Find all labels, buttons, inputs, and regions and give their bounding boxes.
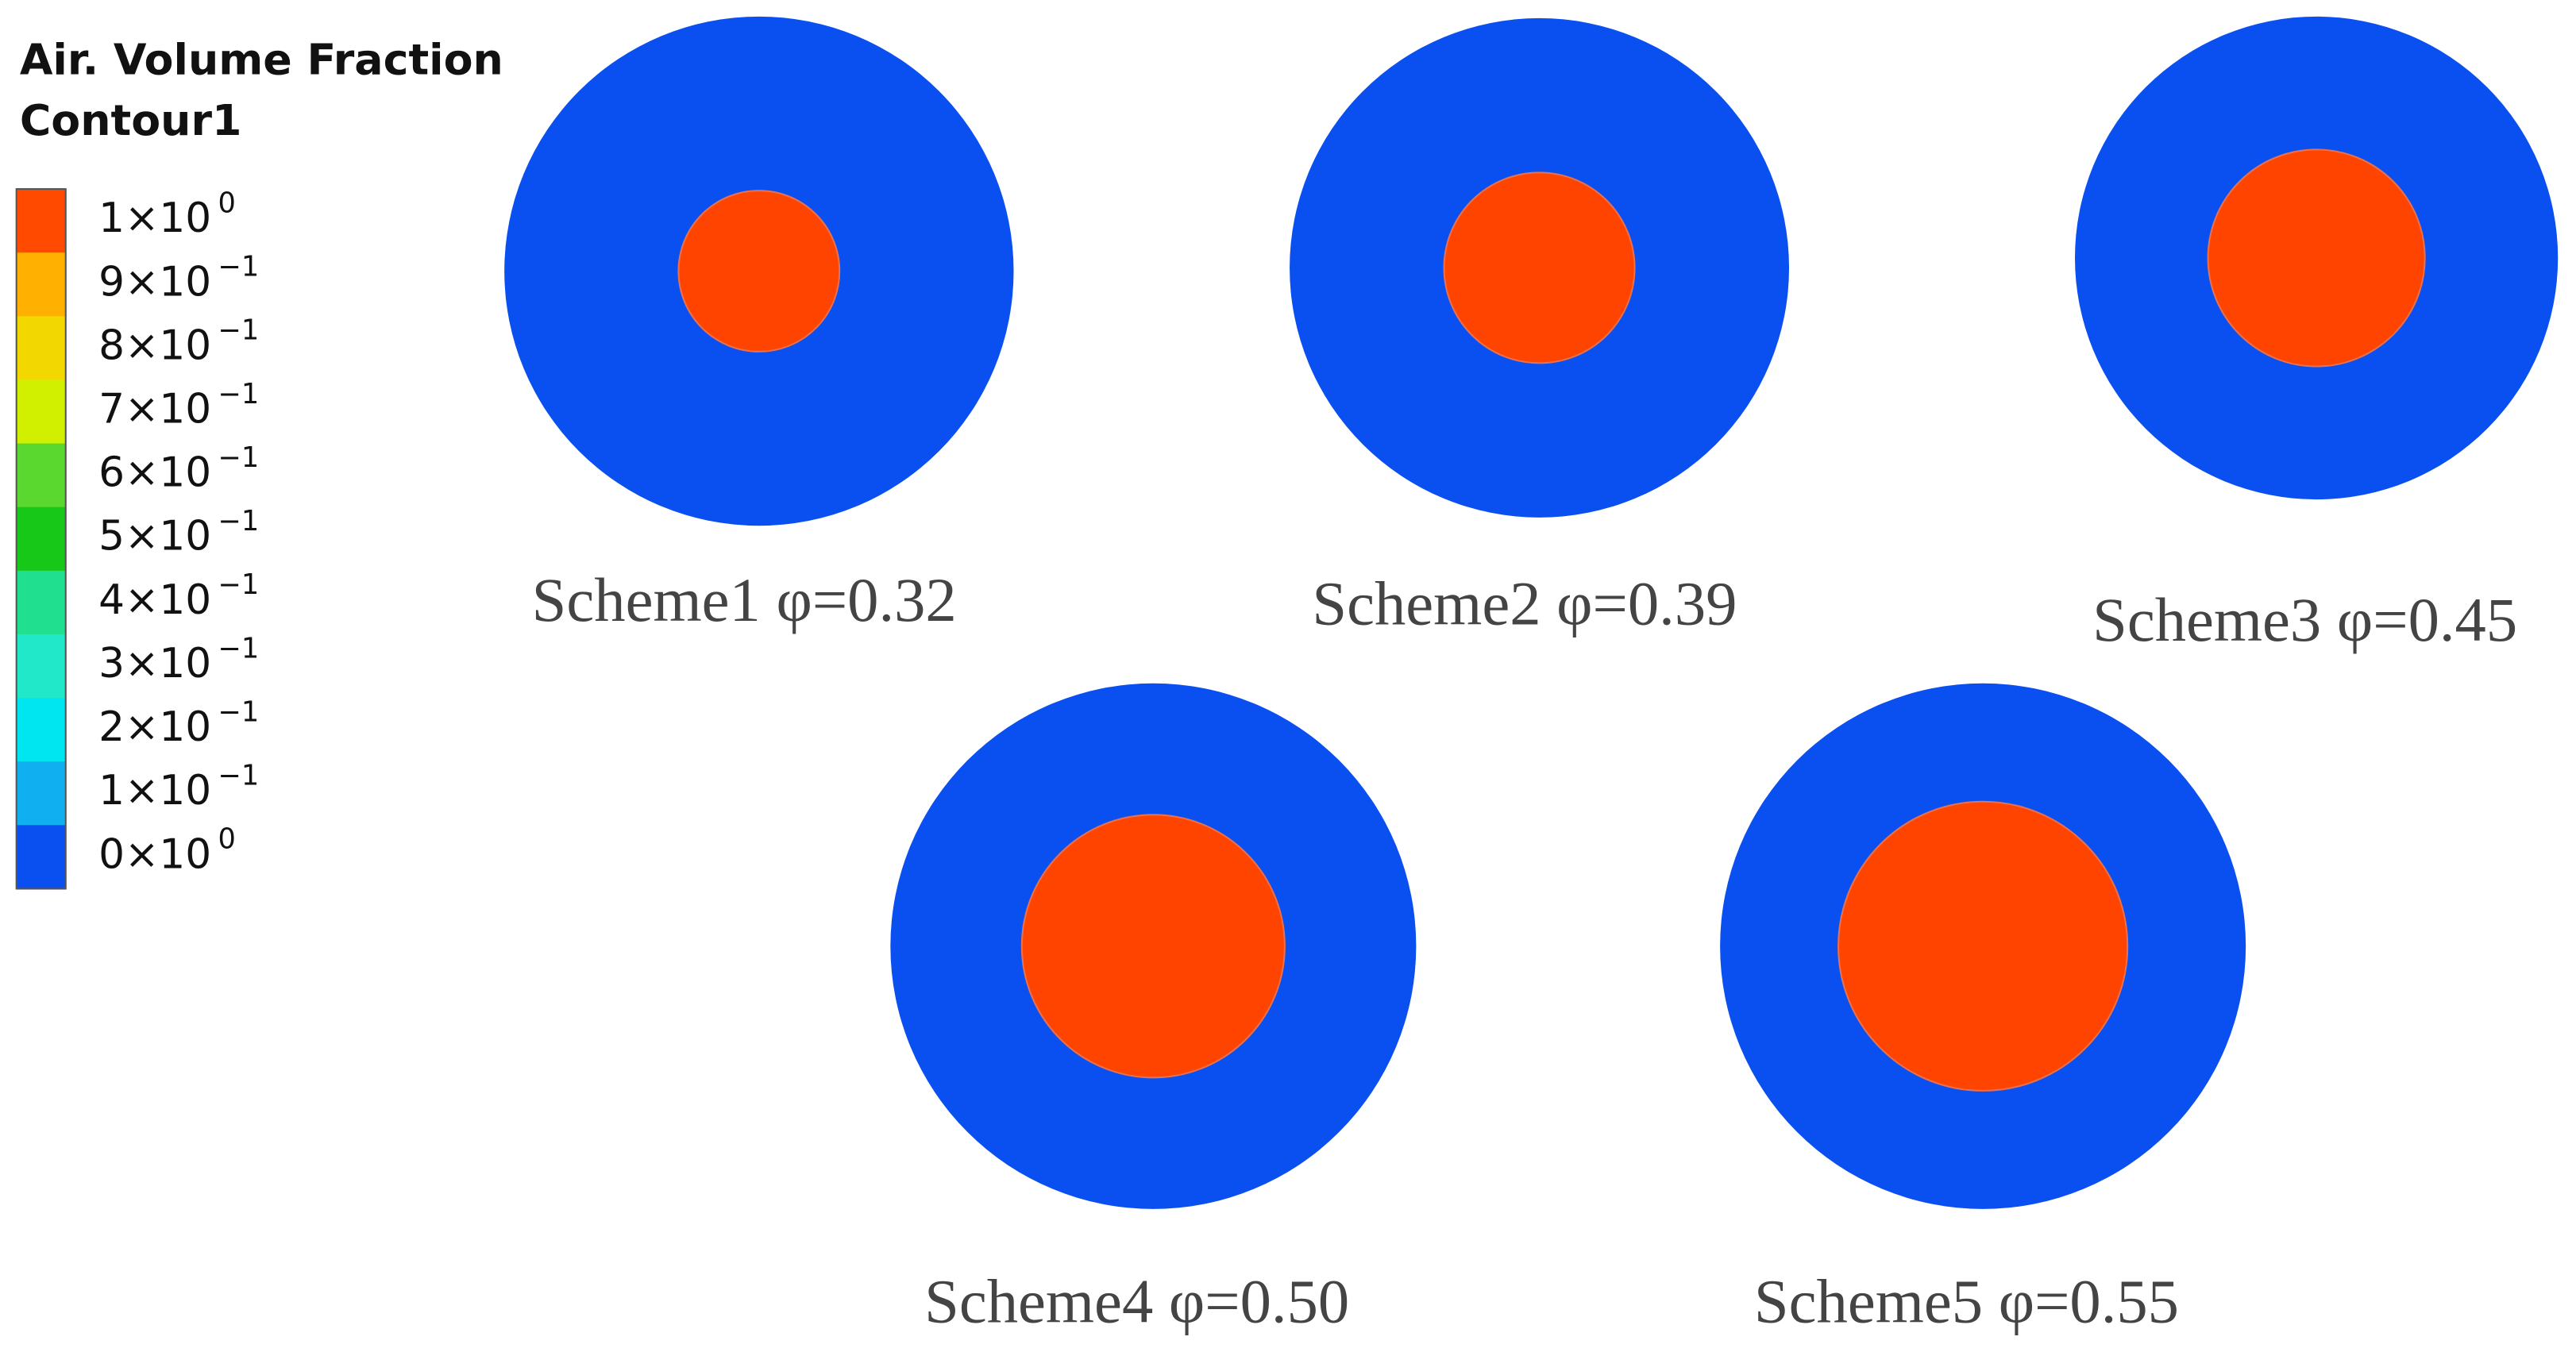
legend-label: 6×10 −1 — [98, 441, 259, 497]
legend-base: 6×10 — [98, 449, 211, 497]
legend-base: 8×10 — [98, 322, 211, 369]
legend-exponent: −1 — [218, 378, 259, 410]
color-band — [16, 379, 66, 445]
legend-exponent: −1 — [218, 632, 259, 664]
color-band — [16, 252, 66, 318]
legend-exponent: 0 — [218, 823, 235, 856]
scheme-caption: Scheme4 φ=0.50 — [924, 1268, 1349, 1337]
legend-base: 9×10 — [98, 258, 211, 306]
legend-label: 4×10 −1 — [98, 568, 259, 624]
inner-region — [677, 190, 841, 352]
legend-label: 1×10 0 — [98, 187, 236, 242]
legend-base: 1×10 — [98, 767, 211, 815]
legend-base: 2×10 — [98, 703, 211, 751]
legend-exponent: −1 — [218, 760, 259, 792]
legend-label: 5×10 −1 — [98, 505, 259, 560]
color-band — [16, 825, 66, 890]
inner-region — [1020, 814, 1286, 1079]
legend-label: 7×10 −1 — [98, 378, 259, 433]
legend-label: 2×10 −1 — [98, 695, 259, 751]
scheme-caption: Scheme2 φ=0.39 — [1312, 569, 1737, 638]
legend-label: 0×10 0 — [98, 823, 236, 879]
color-band — [16, 189, 66, 254]
legend-exponent: −1 — [218, 568, 259, 601]
scheme-caption: Scheme1 φ=0.32 — [532, 566, 957, 635]
color-band — [16, 634, 66, 699]
legend-exponent: −1 — [218, 251, 259, 283]
legend-base: 7×10 — [98, 386, 211, 433]
scheme-caption: Scheme5 φ=0.55 — [1754, 1268, 2179, 1337]
color-bar-frame — [15, 188, 67, 890]
inner-region — [1838, 800, 2129, 1092]
inner-region — [1443, 171, 1636, 364]
scheme-caption: Scheme3 φ=0.45 — [2092, 586, 2517, 655]
legend-exponent: −1 — [218, 314, 259, 347]
legend-label: 1×10 −1 — [98, 760, 259, 815]
color-band — [16, 507, 66, 572]
legend-exponent: −1 — [218, 695, 259, 728]
legend-title: Air. Volume Fraction — [20, 34, 503, 84]
legend-base: 1×10 — [98, 195, 211, 242]
legend-base: 0×10 — [98, 830, 211, 878]
legend-label: 9×10 −1 — [98, 251, 259, 306]
legend-label: 8×10 −1 — [98, 314, 259, 370]
legend-title: Contour1 — [20, 95, 242, 145]
legend-label: 3×10 −1 — [98, 632, 259, 688]
legend-exponent: −1 — [218, 441, 259, 474]
legend-base: 3×10 — [98, 640, 211, 688]
legend-exponent: 0 — [218, 187, 235, 219]
color-band — [16, 443, 66, 508]
color-band — [16, 698, 66, 763]
color-band — [16, 316, 66, 381]
legend-base: 4×10 — [98, 576, 211, 624]
legend-base: 5×10 — [98, 513, 211, 560]
inner-region — [2207, 148, 2426, 368]
legend-exponent: −1 — [218, 505, 259, 537]
color-band — [16, 761, 66, 826]
color-band — [16, 570, 66, 635]
